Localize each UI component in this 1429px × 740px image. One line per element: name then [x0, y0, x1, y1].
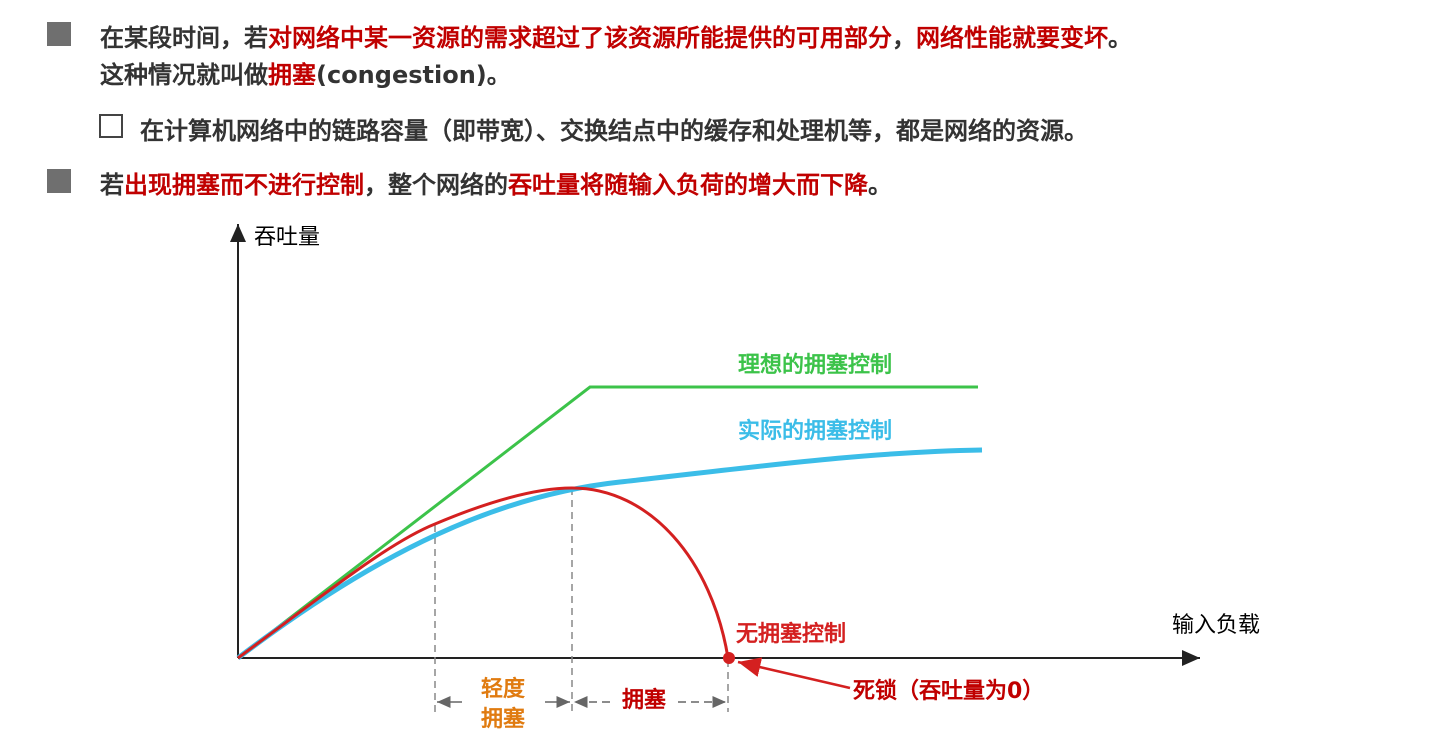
no-control-curve	[237, 486, 730, 660]
deadlock-point	[723, 652, 735, 664]
range-label: 拥塞	[622, 687, 667, 713]
text-segment: 在某段时间，若	[100, 24, 268, 52]
bullet-marker	[47, 22, 71, 46]
text-segment: 。	[1108, 24, 1132, 52]
text-segment: 出现拥塞而不进行控制	[124, 171, 364, 199]
text-segment: ，整个网络的	[364, 171, 508, 199]
text-segment: 吞吐量将随输入负荷的增大而下降	[508, 171, 868, 199]
text-segment: 这种情况就叫做	[100, 61, 268, 89]
sub-bullet-marker	[99, 114, 123, 138]
text-segment: 对网络中某一资源的需求超过了该资源所能提供的可用部分	[268, 24, 892, 52]
text-segment: 若	[100, 171, 124, 199]
ideal-label: 理想的拥塞控制	[738, 352, 892, 378]
actual-label: 实际的拥塞控制	[738, 418, 892, 444]
bullet-marker	[47, 169, 71, 193]
text-segment: (congestion)。	[316, 61, 511, 89]
text-segment: 拥塞	[268, 61, 316, 89]
no-control-label: 无拥塞控制	[736, 621, 846, 647]
range-label: 拥塞	[481, 706, 526, 732]
y-axis-label: 吞吐量	[254, 225, 320, 250]
bullet-line: 在某段时间，若对网络中某一资源的需求超过了该资源所能提供的可用部分，网络性能就要…	[100, 18, 1132, 53]
text-segment: 。	[868, 171, 892, 199]
bullet-line: 这种情况就叫做拥塞(congestion)。	[100, 55, 511, 90]
ideal-curve	[237, 385, 978, 660]
range-label: 轻度	[481, 676, 526, 702]
deadlock-label: 死锁（吞吐量为0）	[853, 678, 1044, 704]
text-segment: ，	[892, 24, 916, 52]
sub-bullet: 在计算机网络中的链路容量（即带宽）、交换结点中的缓存和处理机等，都是网络的资源。	[140, 117, 1088, 145]
actual-curve	[236, 447, 983, 660]
bullet-line: 若出现拥塞而不进行控制，整个网络的吞吐量将随输入负荷的增大而下降。	[100, 165, 892, 200]
deadlock-arrow	[737, 657, 851, 690]
x-axis-label: 输入负载	[1172, 613, 1260, 638]
text-segment: 网络性能就要变坏	[916, 24, 1108, 52]
